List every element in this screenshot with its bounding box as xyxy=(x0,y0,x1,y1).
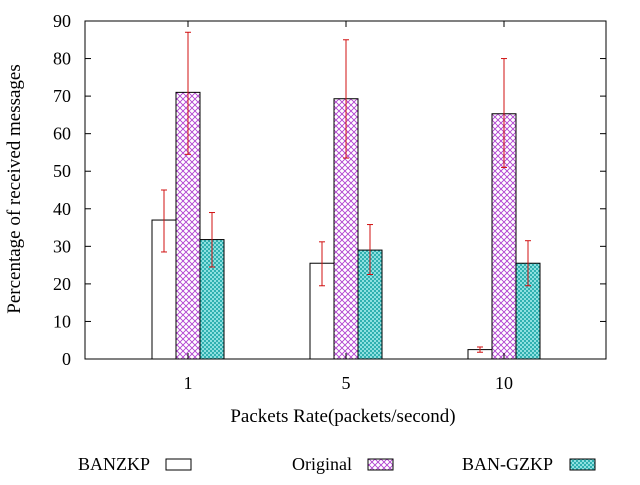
legend-swatch-banzkp xyxy=(165,458,192,471)
legend: BANZKP Original BAN-GZKP xyxy=(78,454,596,474)
y-tick-label-20: 20 xyxy=(53,274,71,294)
y-tick-label-70: 70 xyxy=(53,86,71,106)
x-tick-label-5: 5 xyxy=(342,373,351,393)
legend-label-banzkp: BANZKP xyxy=(78,454,150,474)
y-tick-label-50: 50 xyxy=(53,161,71,181)
legend-swatch-original xyxy=(367,458,394,471)
error-bars-layer xyxy=(161,31,531,353)
legend-label-original: Original xyxy=(292,454,352,474)
y-tick-label-0: 0 xyxy=(62,349,71,369)
y-tick-label-80: 80 xyxy=(53,49,71,69)
y-tick-label-30: 30 xyxy=(53,236,71,256)
axes-layer: 0 10 20 30 40 50 60 70 80 90 1 5 10 xyxy=(53,11,607,393)
y-axis-label: Percentage of received messages xyxy=(4,64,25,314)
legend-swatch-ban-gzkp xyxy=(569,458,596,471)
y-tick-label-60: 60 xyxy=(53,124,71,144)
x-axis-label: Packets Rate(packets/second) xyxy=(230,406,455,427)
x-tick-label-10: 10 xyxy=(495,373,513,393)
y-tick-label-10: 10 xyxy=(53,311,71,331)
y-tick-label-90: 90 xyxy=(53,11,71,31)
y-tick-label-40: 40 xyxy=(53,199,71,219)
legend-label-ban-gzkp: BAN-GZKP xyxy=(462,454,553,474)
x-tick-label-1: 1 xyxy=(184,373,193,393)
plot-frame xyxy=(84,20,607,360)
